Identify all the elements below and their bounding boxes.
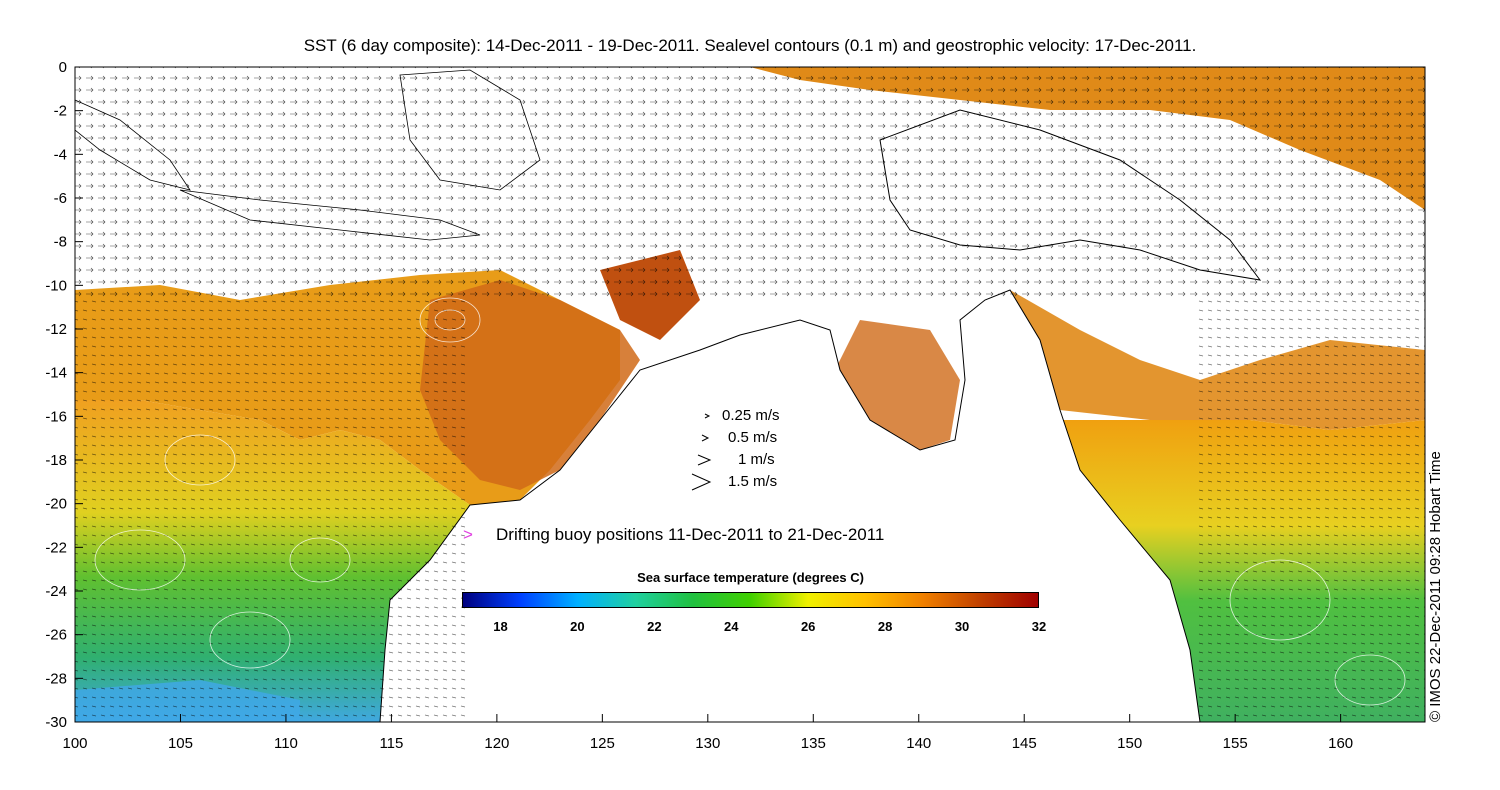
legend-arrow-15 [691, 473, 712, 491]
map-title: SST (6 day composite): 14-Dec-2011 - 19-… [303, 36, 1197, 55]
colorbar-tick-label: 24 [724, 619, 739, 634]
y-axis: 0 -2 -4 -6 -8 -10 -12 -14 -16 -18 -20 -22 -24 -26 -28 -… [45, 59, 83, 731]
colorbar-tick-label: 22 [647, 619, 662, 634]
velocity-field-east [1195, 297, 1425, 722]
colorbar-tick-label: 32 [1031, 619, 1047, 634]
velocity-label-1: 1 m/s [738, 451, 775, 468]
x-tick-label: 150 [1117, 735, 1142, 752]
x-tick-label: 115 [379, 735, 403, 752]
velocity-field-west [75, 297, 465, 722]
colorbar-tick-label: 26 [800, 619, 816, 634]
legend-arrow-05 [701, 434, 710, 442]
y-tick-label: -22 [45, 539, 67, 556]
y-tick-label: -14 [45, 365, 67, 382]
legend-arrow-1 [697, 454, 712, 466]
x-tick-label: 105 [168, 735, 193, 752]
y-tick-label: -20 [45, 496, 67, 513]
plot-frame [74, 66, 1426, 723]
y-tick-label: -4 [54, 146, 67, 163]
y-tick-label: -2 [54, 103, 67, 120]
credit-text: © IMOS 22-Dec-2011 09:28 Hobart Time [1427, 451, 1444, 722]
colorbar-tick-label: 28 [877, 619, 893, 634]
y-tick-label: -12 [45, 321, 67, 338]
sealevel-contours [94, 297, 1406, 706]
buoy-legend-label: Drifting buoy positions 11-Dec-2011 to 2… [496, 525, 885, 544]
colorbar-tick-label: 30 [954, 619, 970, 634]
x-tick-label: 140 [906, 735, 931, 752]
legend-arrow-025 [704, 413, 711, 419]
y-tick-label: -16 [45, 408, 67, 425]
colorbar-tick-label: 20 [570, 619, 585, 634]
x-tick-label: 120 [484, 735, 509, 752]
x-tick-label: 125 [590, 735, 615, 752]
y-tick-label: -18 [45, 452, 67, 469]
x-tick-label: 145 [1012, 735, 1037, 752]
colorbar-tick-label: 18 [493, 619, 508, 634]
velocity-label-05: 0.5 m/s [728, 429, 778, 446]
y-tick-label: -24 [45, 583, 67, 600]
y-tick-label: -30 [45, 714, 67, 731]
y-tick-label: -10 [45, 277, 67, 294]
buoy-marker-icon: > [463, 525, 473, 544]
colorbar-title: Sea surface temperature (degrees C) [637, 570, 864, 585]
sst-carpentaria [830, 320, 960, 450]
velocity-label-025: 0.25 m/s [722, 407, 780, 424]
y-tick-label: -8 [54, 234, 67, 251]
colorbar [462, 592, 1039, 608]
y-tick-label: -26 [45, 627, 67, 644]
y-tick-label: -28 [45, 670, 67, 687]
velocity-field-north [75, 67, 1425, 297]
y-tick-label: -6 [54, 190, 67, 207]
velocity-label-15: 1.5 m/s [728, 473, 778, 490]
y-tick-label: 0 [59, 59, 67, 76]
x-tick-label: 100 [62, 735, 87, 752]
x-tick-label: 155 [1223, 735, 1248, 752]
x-tick-label: 110 [274, 735, 298, 752]
velocity-legend-arrows [691, 413, 712, 491]
x-tick-label: 135 [801, 735, 826, 752]
x-axis: 100 105 110 115 120 125 130 135 140 145 150 155 160 [62, 714, 1353, 752]
x-tick-label: 160 [1328, 735, 1353, 752]
x-tick-label: 130 [695, 735, 720, 752]
